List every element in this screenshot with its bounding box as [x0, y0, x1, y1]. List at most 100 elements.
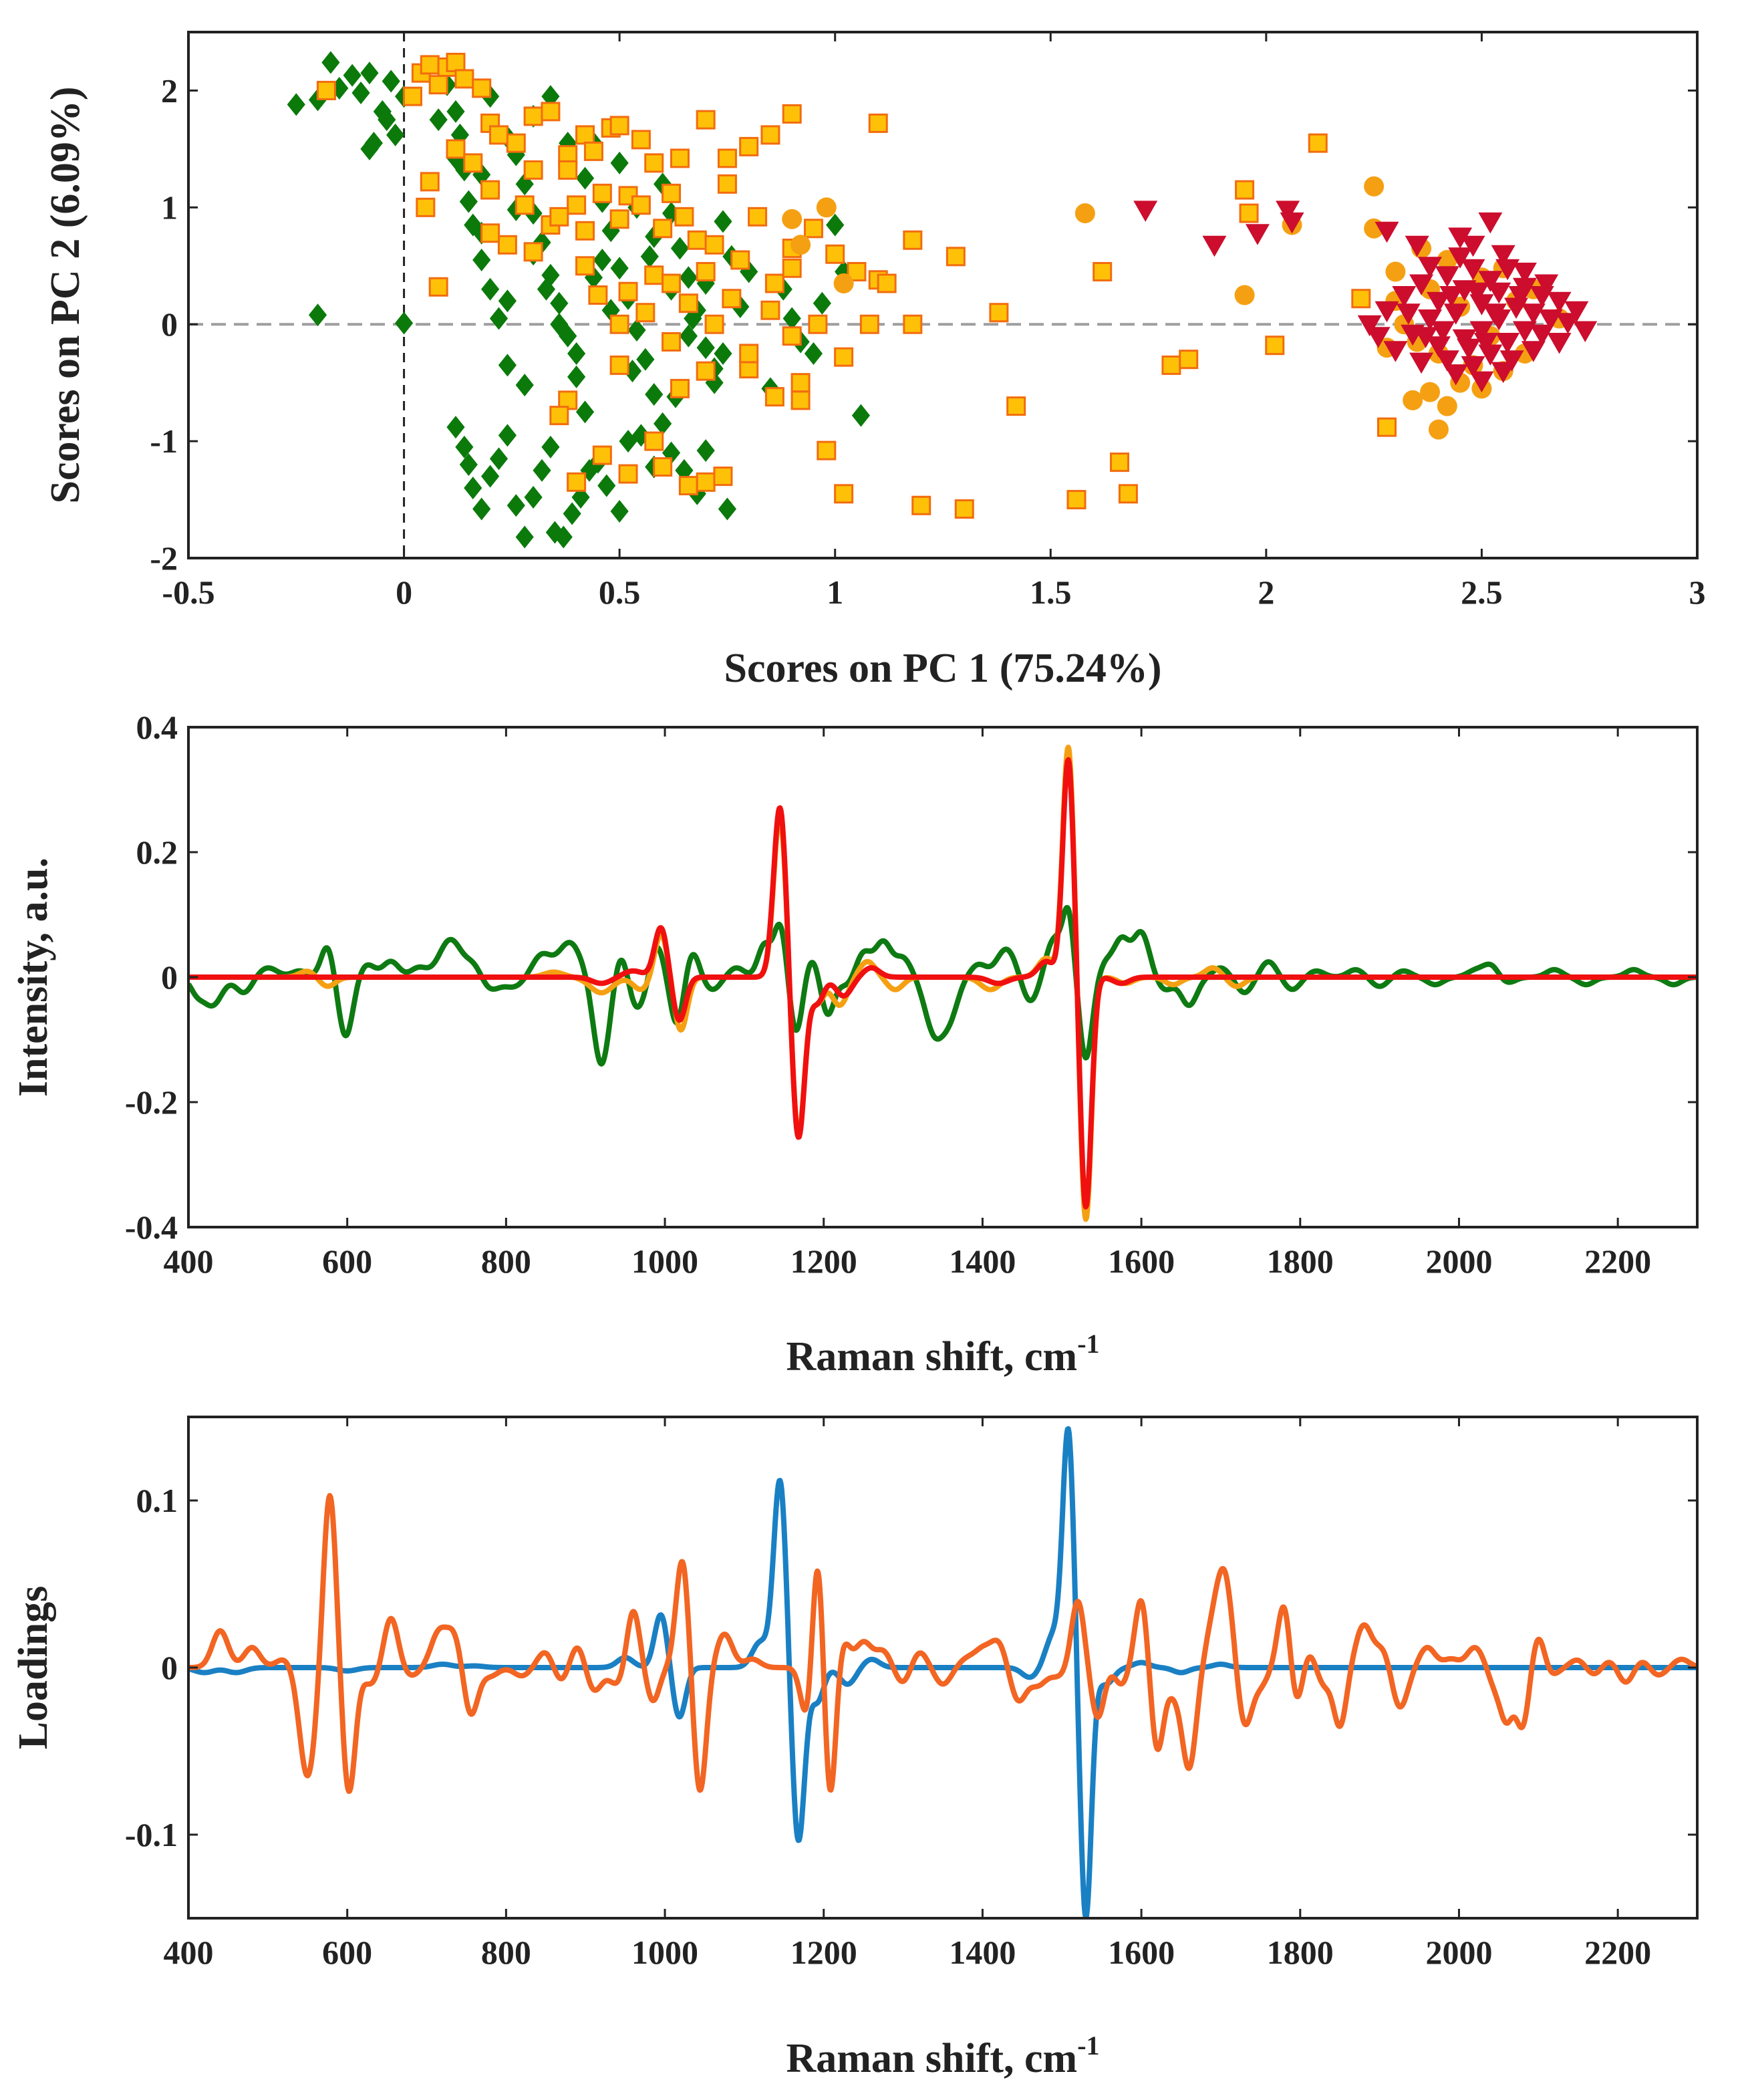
x-tick-label: 2.5 — [1461, 573, 1503, 611]
triangle-point — [1473, 332, 1498, 354]
diamond-point — [627, 318, 646, 342]
square-point — [497, 235, 517, 255]
triangle-point — [1538, 309, 1563, 331]
square-point — [717, 174, 737, 194]
circle-point — [1074, 203, 1095, 224]
square-point — [549, 207, 569, 227]
square-point — [446, 139, 466, 159]
square-point — [609, 209, 629, 229]
x-tick-label: 1600 — [1108, 1242, 1175, 1280]
triangle-point — [1396, 303, 1421, 325]
square-point — [808, 314, 828, 334]
diamond-point — [378, 108, 396, 132]
intensity-x-axis-title-superscript: -1 — [1077, 1329, 1099, 1359]
square-point — [696, 262, 716, 282]
triangle-point — [1530, 324, 1554, 346]
intensity-spectra-marks — [188, 745, 1697, 1222]
diamond-point — [640, 245, 659, 268]
square-point — [674, 207, 694, 227]
diamond-point — [481, 277, 500, 301]
x-tick-label: 400 — [164, 1934, 214, 1971]
square-point — [635, 303, 656, 323]
pca-scores-plot-content — [188, 32, 1697, 558]
loadings-ticks: 400 600 800 1000 1200 1400 1600 1800 2000 2200 -0.… — [125, 1417, 1697, 1971]
y-tick-label: 1 — [161, 188, 178, 226]
diamond-point — [554, 525, 573, 549]
triangle-point — [1512, 263, 1537, 284]
square-point — [678, 293, 698, 313]
pca-scores-ticks: -0.5 0 0.5 1 1.5 2 2.5 3 -2 -1 0 1 2 — [150, 32, 1706, 611]
diamond-point — [373, 100, 392, 123]
square-point — [696, 361, 716, 381]
square-point — [662, 273, 682, 293]
triangle-point — [1547, 332, 1572, 354]
triangle-point — [1573, 321, 1598, 342]
square-point — [764, 387, 784, 407]
square-point — [760, 125, 780, 145]
series-line-pc-2 — [188, 1492, 1697, 1795]
triangle-point — [1418, 309, 1443, 331]
triangle-point — [1495, 259, 1520, 281]
triangle-point — [1280, 212, 1304, 234]
circle-point — [1234, 285, 1255, 305]
square-point — [782, 258, 802, 278]
x-tick-label: 1 — [827, 573, 843, 611]
diamond-point — [670, 237, 690, 260]
square-point — [790, 390, 811, 410]
x-tick-label: 1.5 — [1030, 573, 1072, 611]
triangle-point — [1461, 259, 1485, 281]
triangle-point — [1478, 271, 1503, 292]
x-tick-label: 1000 — [631, 1242, 698, 1280]
square-point — [817, 440, 837, 461]
pca-scores-x-axis-title: Scores on PC 1 (75.24%) — [724, 646, 1162, 691]
y-tick-label: 0.4 — [136, 708, 178, 746]
triangle-point — [1443, 364, 1468, 386]
square-point — [760, 300, 780, 320]
diamond-point — [545, 521, 564, 544]
diamond-point — [481, 465, 500, 488]
square-point — [428, 75, 448, 95]
diamond-point — [826, 213, 845, 237]
triangle-point — [1448, 227, 1473, 249]
loadings-x-axis-title-text: Raman shift, cm — [786, 2036, 1077, 2081]
diamond-point — [575, 400, 595, 424]
square-point — [644, 153, 664, 173]
square-point — [834, 484, 854, 504]
square-point — [748, 207, 768, 227]
diamond-point — [782, 307, 801, 330]
triangle-point — [1482, 303, 1507, 325]
circle-point — [816, 197, 837, 218]
circle-point — [1385, 261, 1406, 282]
square-point — [472, 78, 492, 98]
square-point — [1066, 490, 1087, 510]
circle-point — [1428, 419, 1449, 440]
square-point — [713, 467, 733, 487]
diamond-point — [718, 497, 737, 521]
x-tick-label: 0.5 — [599, 573, 641, 611]
square-point — [1308, 133, 1328, 153]
intensity-chart: 400 600 800 1000 1200 1400 1600 1800 2000 2200 -0.… — [11, 708, 1699, 1380]
series-line-green — [188, 905, 1697, 1067]
triangle-point — [1374, 221, 1399, 243]
square-point — [825, 244, 845, 264]
triangle-point — [1457, 338, 1481, 360]
triangle-point — [1461, 235, 1485, 257]
triangle-point — [1245, 224, 1270, 245]
y-tick-label: 2 — [161, 72, 178, 109]
triangle-point — [1392, 286, 1417, 307]
square-point — [618, 281, 638, 301]
square-point — [989, 303, 1009, 323]
circle-point — [833, 273, 854, 294]
diamond-point — [679, 324, 698, 348]
square-point — [416, 197, 436, 217]
square-point — [523, 106, 543, 126]
diamond-point — [360, 61, 379, 85]
square-point — [696, 110, 716, 130]
square-point — [583, 141, 603, 161]
square-point — [903, 314, 923, 334]
diamond-point — [610, 257, 629, 280]
x-tick-label: 1200 — [790, 1934, 857, 1971]
circle-point — [1437, 250, 1457, 271]
triangle-point — [1491, 362, 1515, 384]
